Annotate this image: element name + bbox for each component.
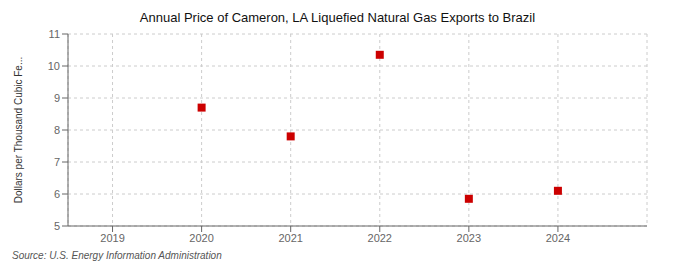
svg-text:2024: 2024 — [546, 232, 570, 244]
svg-text:2022: 2022 — [368, 232, 392, 244]
svg-text:10: 10 — [48, 60, 60, 72]
svg-text:2021: 2021 — [278, 232, 302, 244]
svg-text:7: 7 — [54, 156, 60, 168]
html-text:Annual Price of Cameron, LA Li: Annual Price of Cameron, LA Liquefied Na… — [139, 10, 536, 25]
svg-text:2020: 2020 — [189, 232, 213, 244]
html-text:Source: U.S. Energy Informatio: Source: U.S. Energy Information Administ… — [12, 250, 222, 261]
svg-text:2023: 2023 — [457, 232, 481, 244]
svg-text:6: 6 — [54, 188, 60, 200]
svg-text:9: 9 — [54, 92, 60, 104]
svg-text:5: 5 — [54, 220, 60, 232]
svg-text:8: 8 — [54, 124, 60, 136]
svg-text:11: 11 — [49, 28, 60, 40]
svg-text:Dollars per Thousand Cubic Fe.: Dollars per Thousand Cubic Fe... — [13, 57, 24, 204]
svg-text:2019: 2019 — [100, 232, 124, 244]
